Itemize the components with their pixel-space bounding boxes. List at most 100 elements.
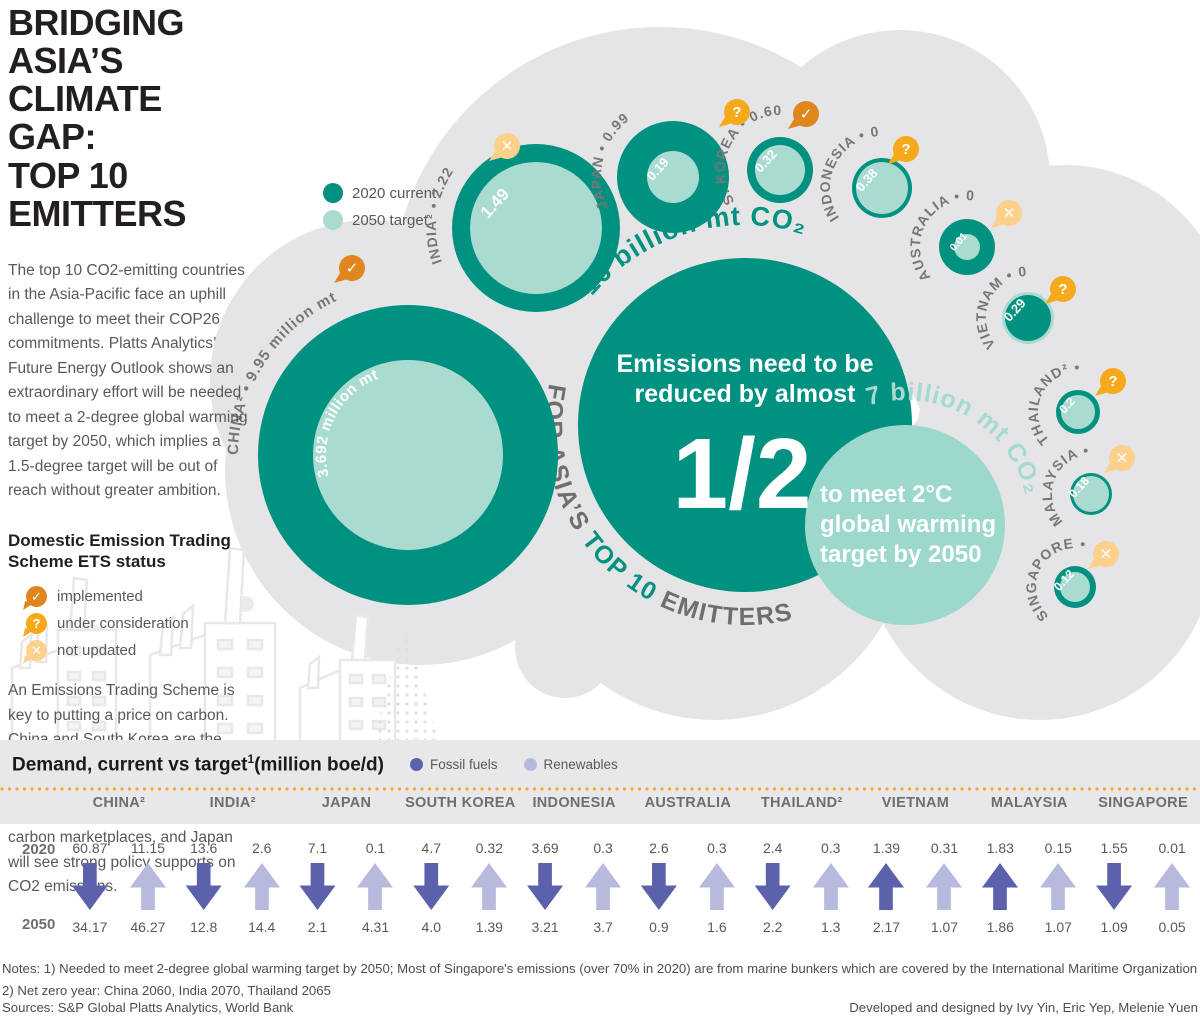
fossil-metric: 4.7 4.0 [409,840,453,935]
renewables-metric: 0.15 1.07 [1036,840,1080,935]
renewables-trend-arrow-icon [699,863,735,910]
china-ets-badge-implemented: ✓ [334,255,365,283]
svg-text:?: ? [732,104,741,121]
central-half: 1/2 [672,418,811,530]
demand-country-name: INDIA² [209,795,256,811]
renewables-trend-arrow-icon [244,863,280,910]
renewables-2050-value: 1.07 [1044,919,1072,935]
renewables-2020-value: 0.31 [930,840,959,856]
demand-country-name: THAILAND² [760,795,843,811]
fossil-2050-value: 34.17 [72,919,108,935]
fossil-2050-value: 12.8 [190,919,218,935]
fossil-trend-arrow-icon [413,863,450,910]
demand-columns: 60.87 34.17 11.15 46.27 13.6 12.8 2.6 14… [62,840,1200,935]
question-icon: ? [26,613,47,635]
demand-country-column: 2.4 2.2 0.3 1.3 [745,840,859,935]
demand-title: Demand, current vs target1(million boe/d… [12,752,384,776]
fossil-trend-arrow-icon [527,863,564,910]
demand-country-column: 7.1 2.1 0.1 4.31 [290,840,404,935]
fossil-dot-icon [409,757,423,771]
target-total-circle [805,425,1005,625]
renewables-2020-value: 0.3 [593,840,613,856]
renewables-2020-value: 0.3 [707,840,727,856]
renewables-trend-arrow-icon [1154,863,1190,910]
japan-ets-badge-consideration: ? [719,99,750,127]
fossil-2020-value: 13.6 [190,840,218,856]
renewables-metric: 0.32 1.39 [467,840,511,935]
ets-status-legend: ✓ implemented ? under consideration ✕ no… [26,586,258,662]
fossil-trend-arrow-icon [71,863,108,910]
renewables-metric: 0.1 4.31 [353,840,397,935]
fossil-2020-value: 3.69 [531,840,559,856]
dot-texture [372,620,440,745]
svg-text:?: ? [1108,373,1117,390]
fossil-2020-value: 2.4 [762,840,783,856]
fossil-metric: 60.87 34.17 [68,840,112,935]
implemented-check-icon: ✓ [26,586,47,608]
svg-text:✓: ✓ [346,260,359,277]
demand-country-name: SOUTH KOREA [405,795,516,811]
row-label-2050: 2050 [22,916,56,933]
bubble-india: INDIA² • 2.22 1.49 [423,144,620,312]
fossil-metric: 2.4 2.2 [751,840,795,935]
page-title: BRIDGING ASIA’S CLIMATE GAP: TOP 10 EMITT… [8,2,187,234]
demand-country-name: INDONESIA [532,795,616,811]
fossil-trend-arrow-icon [754,863,791,910]
legend-fossil-fuels: Fossil fuels [409,757,498,772]
cross-icon: ✕ [26,640,47,662]
fossil-2020-value: 1.83 [986,840,1014,856]
fossil-metric: 13.6 12.8 [182,840,226,935]
demand-country-name: CHINA² [92,795,146,811]
fossil-metric: 7.1 2.1 [295,840,339,935]
fossil-metric: 2.6 0.9 [637,840,681,935]
demand-country-column: 4.7 4.0 0.32 1.39 [403,840,517,935]
renewables-trend-arrow-icon [1040,863,1076,910]
fossil-metric: 1.55 1.09 [1092,840,1136,935]
demand-country-name: SINGAPORE [1098,795,1188,811]
svg-text:?: ? [901,141,910,158]
fossil-2020-value: 2.6 [649,840,669,856]
demand-country-names: CHINA² INDIA² JAPAN SOUTH KOREA INDONESI… [62,795,1200,811]
fossil-trend-arrow-icon [640,863,677,910]
ets-legend-label: under consideration [57,615,189,633]
svg-text:✕: ✕ [1100,546,1113,563]
fossil-2020-value: 4.7 [421,840,442,856]
factory-illustration [10,546,397,747]
ets-legend-item-implemented: ✓ implemented [26,586,258,608]
thailand-ets-badge-consideration: ? [1095,368,1126,396]
skorea-ets-badge-implemented: ✓ [788,101,819,129]
renewables-trend-arrow-icon [585,863,621,910]
renewables-trend-arrow-icon [130,863,166,910]
fossil-2020-value: 1.39 [872,840,901,856]
demand-country-column: 60.87 34.17 11.15 46.27 [62,840,176,935]
fossil-2050-value: 2.1 [307,919,328,935]
renewables-metric: 0.01 0.05 [1150,840,1194,935]
renewables-metric: 0.3 1.6 [695,840,739,935]
demand-country-name: AUSTRALIA [644,795,732,811]
fossil-2050-value: 1.86 [986,919,1014,935]
fossil-2020-value: 7.1 [307,840,328,856]
renewables-2050-value: 14.4 [248,919,276,935]
renewables-2020-value: 0.01 [1158,840,1186,856]
legend-target-label: 2050 target [352,212,429,229]
fossil-metric: 3.69 3.21 [523,840,567,935]
demand-header: Demand, current vs target1(million boe/d… [12,752,618,776]
renewables-metric: 2.6 14.4 [240,840,284,935]
renewables-metric: 0.3 3.7 [581,840,625,935]
renewables-2020-value: 0.32 [475,840,503,856]
central-line1: Emissions need to be [616,350,873,378]
demand-country-column: 1.83 1.86 0.15 1.07 [972,840,1086,935]
notes: Notes: 1) Needed to meet 2-degree global… [2,958,1198,1003]
renewables-trend-arrow-icon [357,863,393,910]
fossil-trend-arrow-icon [982,863,1018,910]
ets-legend-label: implemented [57,588,143,606]
bubble-legend: 2020 current 2050 target [323,183,437,230]
singapore-ets-badge-not-updated: ✕ [1088,541,1119,569]
fossil-2050-value: 4.0 [421,919,442,935]
renewables-2050-value: 4.31 [361,919,390,935]
renewables-2020-value: 2.6 [251,840,272,856]
renewables-metric: 0.3 1.3 [809,840,853,935]
renewables-metric: 0.31 1.07 [922,840,966,935]
renewables-2020-value: 11.15 [130,840,165,856]
